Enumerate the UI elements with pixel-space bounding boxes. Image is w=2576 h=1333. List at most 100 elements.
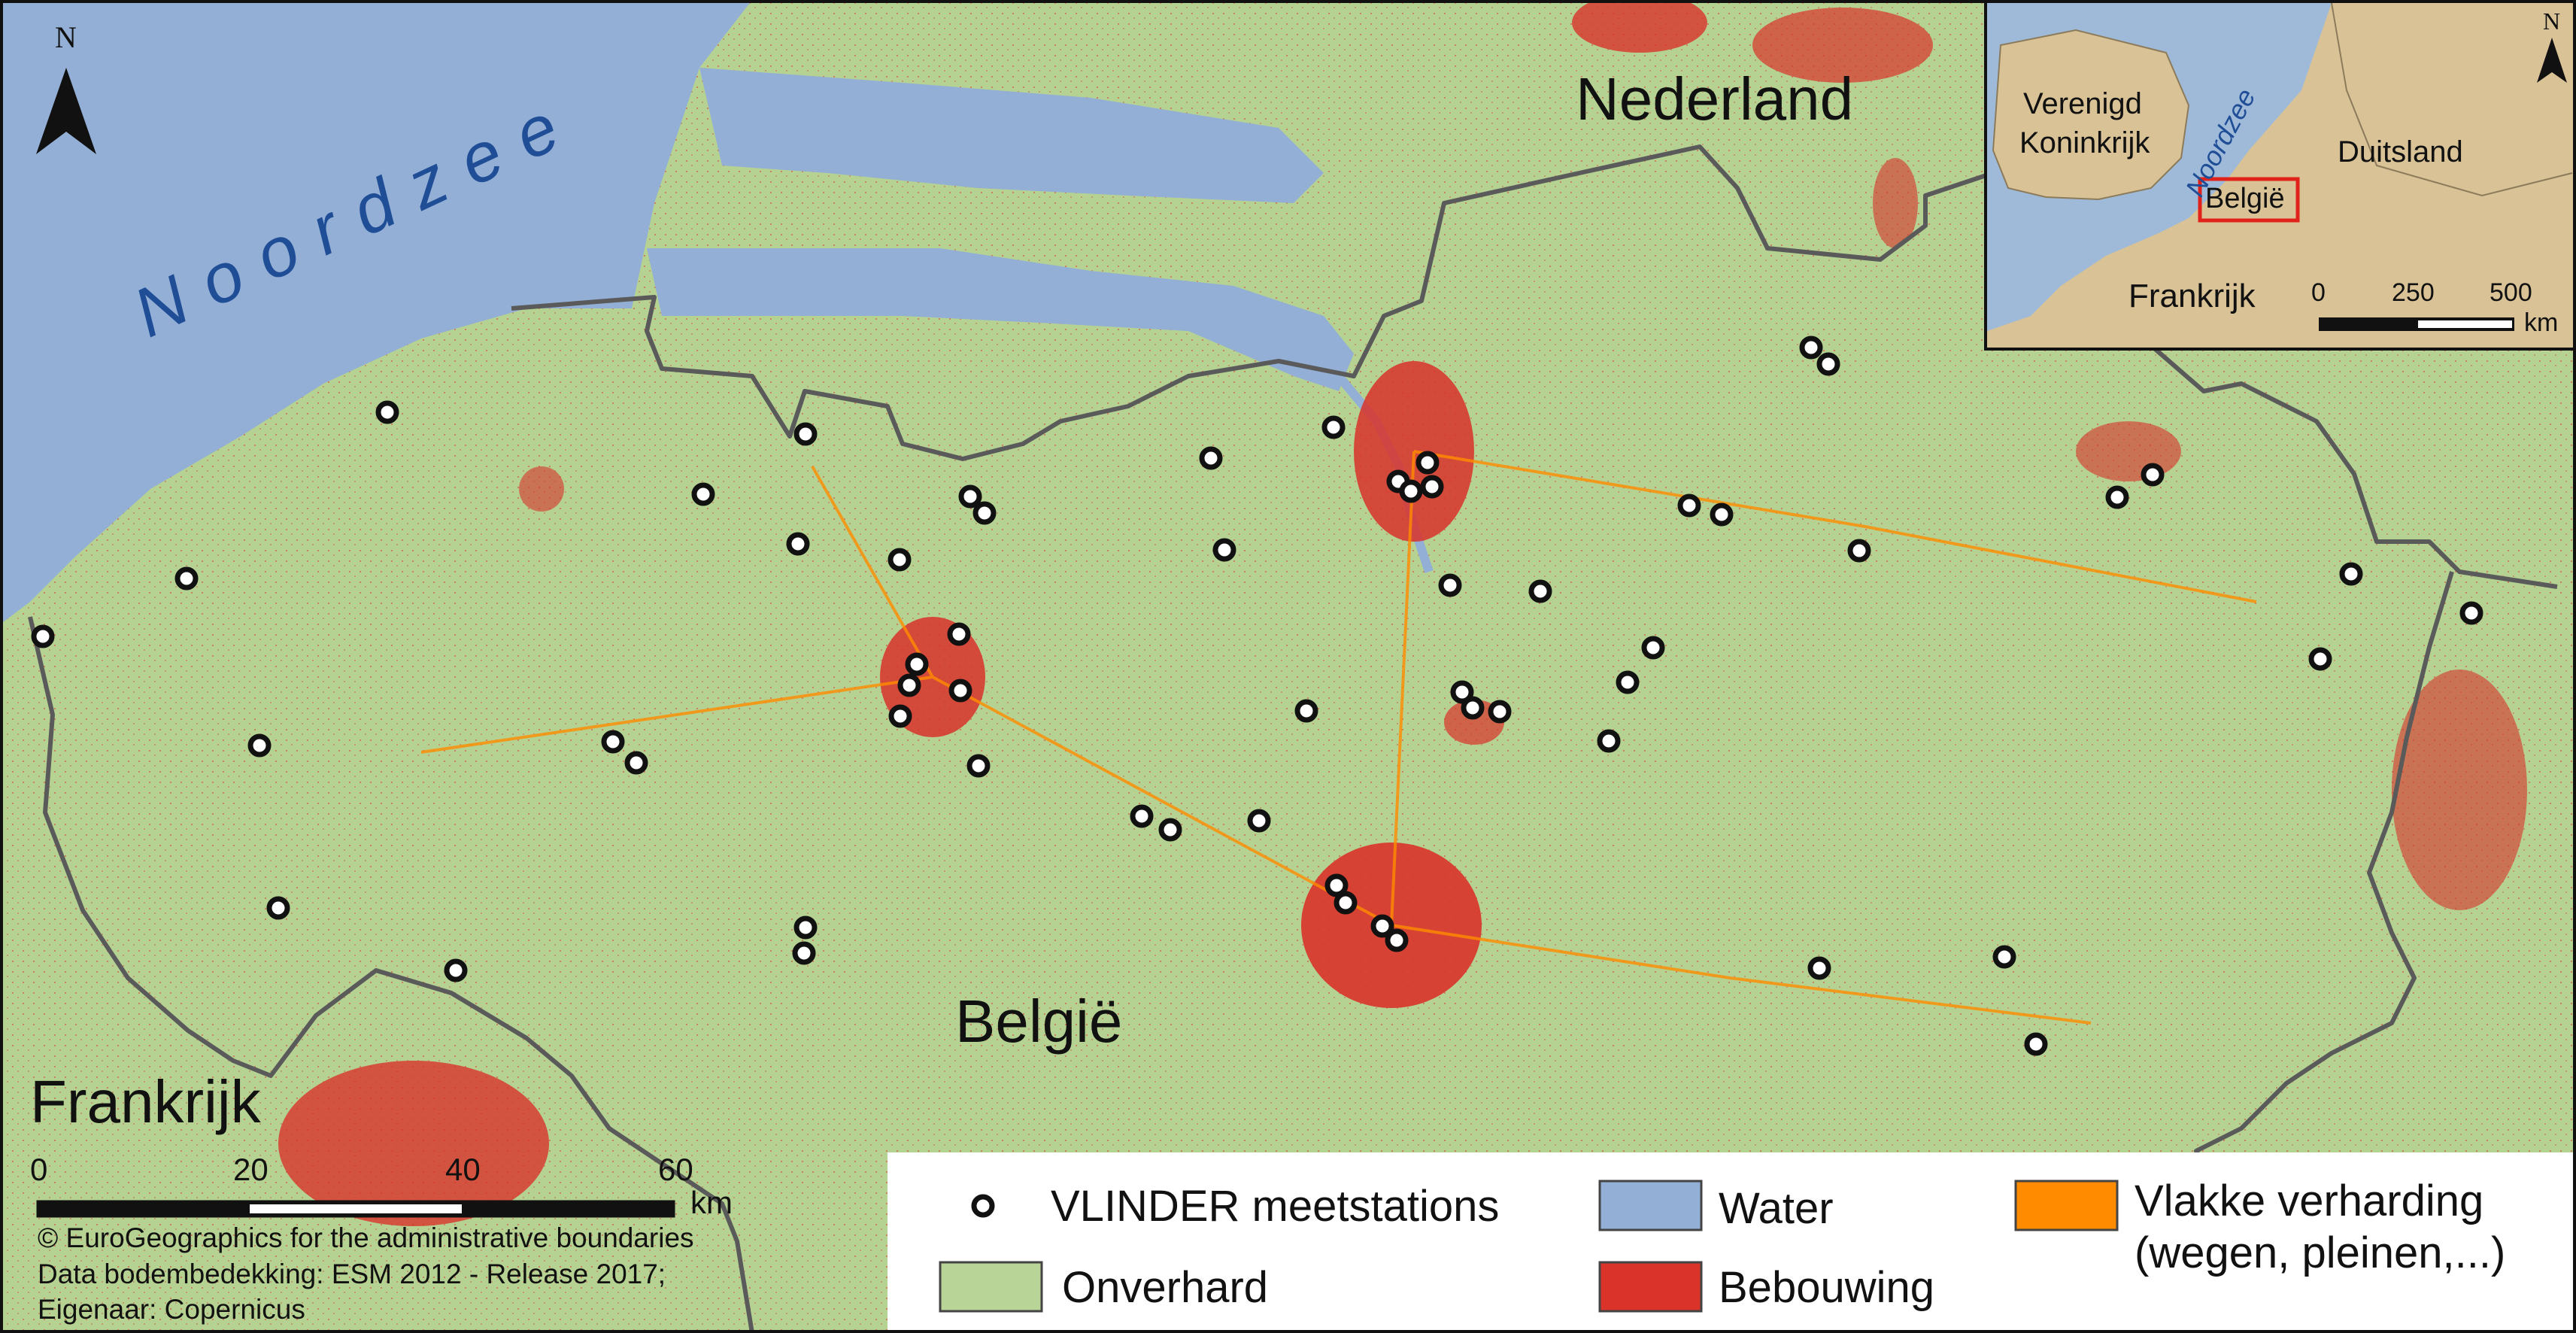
- station-marker[interactable]: [1799, 336, 1823, 360]
- station-marker[interactable]: [266, 896, 290, 920]
- inset-label-uk-1: Verenigd: [2023, 87, 2142, 120]
- station-marker[interactable]: [786, 532, 810, 556]
- station-marker[interactable]: [1324, 873, 1349, 897]
- estuary-oosterschelde: [699, 68, 1324, 203]
- estuary-westerschelde: [647, 248, 1354, 391]
- station-marker[interactable]: [887, 548, 912, 572]
- station-marker[interactable]: [1370, 914, 1394, 938]
- station-marker[interactable]: [1158, 818, 1182, 842]
- inset-label-france: Frankrijk: [2128, 278, 2256, 314]
- station-marker[interactable]: [1130, 804, 1154, 828]
- scale-unit: km: [690, 1185, 733, 1220]
- station-marker[interactable]: [1807, 956, 1831, 980]
- sea-area: [0, 0, 752, 624]
- station-marker[interactable]: [888, 704, 912, 728]
- inset-scale-tick-0: 0: [2311, 278, 2326, 307]
- station-marker[interactable]: [444, 958, 468, 982]
- station-marker[interactable]: [1247, 809, 1271, 833]
- station-marker[interactable]: [2459, 601, 2483, 625]
- north-label: N: [55, 20, 77, 54]
- station-marker[interactable]: [2339, 562, 2363, 586]
- country-label-france: Frankrijk: [30, 1068, 261, 1135]
- station-marker[interactable]: [1212, 538, 1236, 562]
- station-marker[interactable]: [2141, 463, 2165, 487]
- station-marker[interactable]: [1450, 680, 1474, 704]
- station-marker[interactable]: [1385, 928, 1409, 952]
- scale-tick-40: 40: [445, 1152, 481, 1187]
- station-marker[interactable]: [947, 622, 971, 646]
- station-marker[interactable]: [966, 754, 991, 778]
- credit-line-1: © EuroGeographics for the administrative…: [38, 1222, 694, 1253]
- station-marker[interactable]: [1420, 475, 1444, 499]
- station-marker[interactable]: [1488, 700, 1512, 724]
- station-marker[interactable]: [1616, 670, 1640, 694]
- station-marker[interactable]: [624, 751, 648, 775]
- station-marker[interactable]: [1438, 573, 1462, 597]
- border-belgium-netherlands: [511, 144, 2558, 589]
- credit-line-2: Data bodembedekking: ESM 2012 - Release …: [38, 1259, 666, 1289]
- border-belgium-france: [28, 616, 754, 1333]
- inset-scale-unit: km: [2524, 308, 2559, 337]
- station-marker[interactable]: [905, 652, 929, 676]
- station-marker[interactable]: [1710, 503, 1734, 527]
- inset-uk: [1992, 29, 2190, 201]
- legend-unpaved-swatch: [939, 1261, 1043, 1313]
- station-marker[interactable]: [1321, 415, 1346, 439]
- legend-label-water: Water: [1719, 1184, 1834, 1233]
- legend-station-icon: [971, 1194, 995, 1218]
- station-marker[interactable]: [1992, 945, 2016, 969]
- station-marker[interactable]: [375, 400, 399, 424]
- scale-tick-20: 20: [233, 1152, 269, 1187]
- station-marker[interactable]: [1677, 493, 1701, 518]
- station-layer: [31, 336, 2483, 1056]
- credit-line-3: Eigenaar: Copernicus: [38, 1294, 305, 1325]
- legend-water-swatch: [1598, 1180, 1703, 1231]
- inset-scale-bar: [2319, 317, 2514, 331]
- station-marker[interactable]: [1461, 696, 1485, 720]
- station-marker[interactable]: [948, 679, 972, 703]
- inset-belgium-box: [2198, 177, 2300, 223]
- station-marker[interactable]: [958, 484, 982, 509]
- station-marker[interactable]: [2308, 647, 2332, 671]
- station-marker[interactable]: [1334, 891, 1358, 915]
- station-marker[interactable]: [792, 941, 816, 965]
- legend-label-stations: VLINDER meetstations: [1051, 1182, 1500, 1231]
- station-marker[interactable]: [972, 501, 997, 525]
- country-label-netherlands: Nederland: [1576, 65, 1854, 132]
- inset-label-belgium: België: [2205, 183, 2285, 214]
- station-marker[interactable]: [31, 624, 55, 648]
- station-marker[interactable]: [2105, 485, 2129, 509]
- inset-scale-tick-250: 250: [2392, 278, 2435, 307]
- inset-scale-tick-500: 500: [2490, 278, 2532, 307]
- station-marker[interactable]: [601, 730, 625, 754]
- station-marker[interactable]: [1597, 729, 1621, 753]
- station-marker[interactable]: [2024, 1032, 2048, 1056]
- inset-map: [1984, 0, 2576, 351]
- inset-label-germany: Duitsland: [2338, 135, 2463, 169]
- station-marker[interactable]: [793, 915, 818, 940]
- station-marker[interactable]: [1847, 539, 1871, 563]
- station-marker[interactable]: [1294, 699, 1318, 723]
- station-marker[interactable]: [1528, 579, 1552, 603]
- station-marker[interactable]: [1641, 636, 1665, 660]
- station-marker[interactable]: [1415, 451, 1440, 475]
- scale-tick-60: 60: [658, 1152, 693, 1187]
- station-marker[interactable]: [793, 422, 818, 446]
- station-marker[interactable]: [1199, 446, 1223, 470]
- station-marker[interactable]: [1399, 479, 1423, 503]
- legend-label-paved-2: (wegen, pleinen,...): [2135, 1228, 2506, 1277]
- legend-built-swatch: [1598, 1261, 1703, 1313]
- inset-belgium-outline: [2331, 2, 2573, 197]
- scale-tick-0: 0: [30, 1152, 48, 1187]
- station-marker[interactable]: [247, 733, 272, 758]
- station-marker[interactable]: [1816, 352, 1840, 376]
- station-marker[interactable]: [174, 566, 199, 591]
- station-marker[interactable]: [691, 482, 715, 506]
- legend-panel: [887, 1152, 2574, 1331]
- scale-bar: [36, 1200, 675, 1218]
- legend-label-unpaved: Onverhard: [1062, 1263, 1269, 1312]
- inset-label-uk-2: Koninkrijk: [2019, 126, 2150, 159]
- station-marker[interactable]: [897, 673, 921, 697]
